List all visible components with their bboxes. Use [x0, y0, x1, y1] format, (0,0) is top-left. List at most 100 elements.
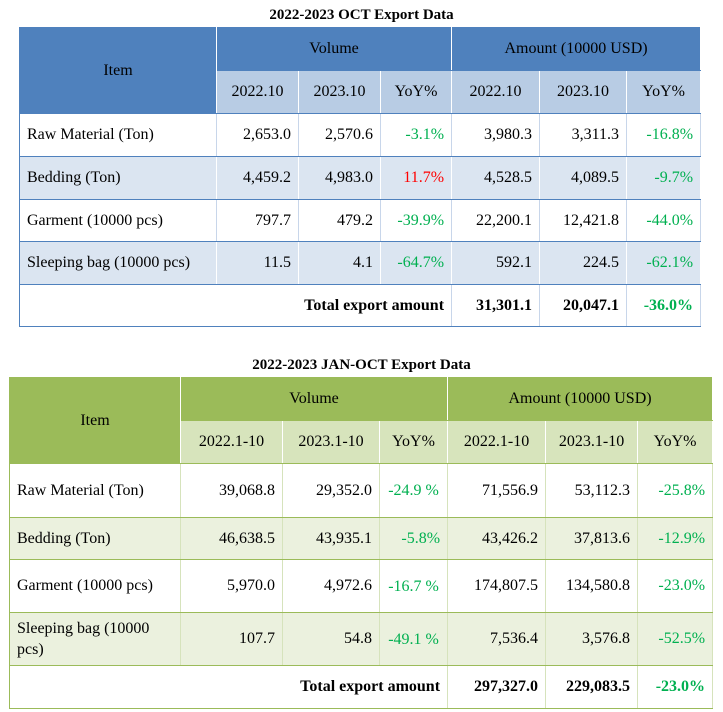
- amount-yoy-cell: -52.5%: [637, 612, 714, 666]
- item-cell: Sleeping bag (10000 pcs): [9, 612, 181, 666]
- item-cell: Garment (10000 pcs): [9, 559, 181, 613]
- volume-2023-cell: 479.2: [298, 199, 381, 242]
- volume-2023-cell: 43,935.1: [282, 517, 380, 560]
- item-header: Item: [9, 377, 181, 464]
- volume-2022-cell: 2,653.0: [216, 113, 299, 157]
- subheader-amount-2023: 2023.10: [539, 70, 628, 114]
- jan-oct-export-table: Item Volume Amount (10000 USD) 2022.1-10…: [9, 377, 714, 709]
- volume-yoy-cell: 11.7%: [380, 156, 453, 200]
- volume-2022-cell: 797.7: [216, 199, 299, 242]
- amount-yoy-cell: -12.9%: [637, 517, 714, 560]
- item-cell: Garment (10000 pcs): [19, 199, 217, 242]
- amount-header: Amount (10000 USD): [451, 27, 702, 71]
- table-row: Sleeping bag (10000 pcs) 107.7 54.8 -49.…: [9, 612, 714, 666]
- amount-2022-cell: 7,536.4: [447, 612, 547, 666]
- amount-2022-cell: 592.1: [451, 241, 541, 285]
- volume-2023-cell: 54.8: [282, 612, 380, 666]
- volume-2022-cell: 107.7: [180, 612, 283, 666]
- subheader-volume-yoy: YoY%: [379, 420, 449, 464]
- amount-2022-cell: 22,200.1: [451, 199, 541, 242]
- volume-2022-cell: 5,970.0: [180, 559, 283, 613]
- subheader-amount-2022: 2022.1-10: [447, 420, 547, 464]
- amount-2022-cell: 4,528.5: [451, 156, 541, 200]
- subheader-amount-yoy: YoY%: [637, 420, 714, 464]
- total-amount-yoy: -36.0%: [626, 284, 702, 327]
- amount-2023-cell: 53,112.3: [545, 463, 639, 518]
- volume-2022-cell: 11.5: [216, 241, 299, 285]
- subheader-volume-2022: 2022.1-10: [180, 420, 283, 464]
- subheader-volume-2023: 2023.10: [298, 70, 381, 114]
- amount-2022-cell: 174,807.5: [447, 559, 547, 613]
- subheader-amount-yoy: YoY%: [626, 70, 702, 114]
- total-amount-2022: 297,327.0: [447, 665, 547, 709]
- header-row: Item Volume Amount (10000 USD): [9, 377, 714, 464]
- volume-yoy-cell: -3.1%: [380, 113, 453, 157]
- table-row: Raw Material (Ton) 39,068.8 29,352.0 -24…: [9, 463, 714, 518]
- amount-2023-cell: 3,576.8: [545, 612, 639, 666]
- total-label: Total export amount: [9, 665, 449, 709]
- item-cell: Raw Material (Ton): [19, 113, 217, 157]
- oct-export-table: Item Volume Amount (10000 USD) 2022.10 2…: [19, 27, 702, 327]
- amount-yoy-cell: -44.0%: [626, 199, 702, 242]
- jan-oct-export-title: 2022-2023 JAN-OCT Export Data: [252, 357, 471, 373]
- amount-2022-cell: 3,980.3: [451, 113, 541, 157]
- header-row: Item Volume Amount (10000 USD): [19, 27, 702, 114]
- volume-header: Volume: [216, 27, 453, 71]
- total-label: Total export amount: [19, 284, 453, 327]
- subheader-volume-2022: 2022.10: [216, 70, 299, 114]
- volume-yoy-cell: -49.1 %: [379, 612, 449, 666]
- volume-2023-cell: 4.1: [298, 241, 381, 285]
- item-header: Item: [19, 27, 217, 114]
- total-amount-2022: 31,301.1: [451, 284, 541, 327]
- volume-yoy-cell: -24.9 %: [379, 463, 449, 518]
- volume-2022-cell: 39,068.8: [180, 463, 283, 518]
- volume-2022-cell: 46,638.5: [180, 517, 283, 560]
- volume-2023-cell: 4,972.6: [282, 559, 380, 613]
- amount-2023-cell: 224.5: [539, 241, 628, 285]
- amount-yoy-cell: -62.1%: [626, 241, 702, 285]
- total-amount-yoy: -23.0%: [637, 665, 714, 709]
- amount-header: Amount (10000 USD): [447, 377, 714, 421]
- subheader-row: 2022.10 2023.10 YoY% 2022.10 2023.10 YoY…: [19, 70, 702, 114]
- amount-2023-cell: 12,421.8: [539, 199, 628, 242]
- amount-2023-cell: 37,813.6: [545, 517, 639, 560]
- volume-header: Volume: [180, 377, 449, 421]
- subheader-volume-2023: 2023.1-10: [282, 420, 380, 464]
- total-row: Total export amount 31,301.1 20,047.1 -3…: [19, 284, 702, 327]
- volume-yoy-cell: -16.7 %: [379, 559, 449, 613]
- subheader-volume-yoy: YoY%: [380, 70, 453, 114]
- table-row: Garment (10000 pcs) 5,970.0 4,972.6 -16.…: [9, 559, 714, 613]
- amount-yoy-cell: -16.8%: [626, 113, 702, 157]
- volume-2023-cell: 2,570.6: [298, 113, 381, 157]
- total-amount-2023: 229,083.5: [545, 665, 639, 709]
- table-row: Sleeping bag (10000 pcs) 11.5 4.1 -64.7%…: [19, 241, 702, 285]
- volume-yoy-cell: -5.8%: [379, 517, 449, 560]
- subheader-amount-2023: 2023.1-10: [545, 420, 639, 464]
- volume-yoy-cell: -39.9%: [380, 199, 453, 242]
- subheader-amount-2022: 2022.10: [451, 70, 541, 114]
- amount-2023-cell: 3,311.3: [539, 113, 628, 157]
- table-row: Garment (10000 pcs) 797.7 479.2 -39.9% 2…: [19, 199, 702, 242]
- volume-2023-cell: 29,352.0: [282, 463, 380, 518]
- table-row: Bedding (Ton) 46,638.5 43,935.1 -5.8% 43…: [9, 517, 714, 560]
- volume-2022-cell: 4,459.2: [216, 156, 299, 200]
- item-cell: Raw Material (Ton): [9, 463, 181, 518]
- table-row: Bedding (Ton) 4,459.2 4,983.0 11.7% 4,52…: [19, 156, 702, 200]
- volume-yoy-cell: -64.7%: [380, 241, 453, 285]
- subheader-row: 2022.1-10 2023.1-10 YoY% 2022.1-10 2023.…: [9, 420, 714, 464]
- total-row: Total export amount 297,327.0 229,083.5 …: [9, 665, 714, 709]
- volume-2023-cell: 4,983.0: [298, 156, 381, 200]
- amount-2022-cell: 43,426.2: [447, 517, 547, 560]
- total-amount-2023: 20,047.1: [539, 284, 628, 327]
- amount-2023-cell: 134,580.8: [545, 559, 639, 613]
- table-row: Raw Material (Ton) 2,653.0 2,570.6 -3.1%…: [19, 113, 702, 157]
- amount-yoy-cell: -25.8%: [637, 463, 714, 518]
- oct-export-title: 2022-2023 OCT Export Data: [269, 7, 454, 23]
- amount-2022-cell: 71,556.9: [447, 463, 547, 518]
- item-cell: Bedding (Ton): [19, 156, 217, 200]
- amount-yoy-cell: -23.0%: [637, 559, 714, 613]
- amount-2023-cell: 4,089.5: [539, 156, 628, 200]
- item-cell: Sleeping bag (10000 pcs): [19, 241, 217, 285]
- amount-yoy-cell: -9.7%: [626, 156, 702, 200]
- item-cell: Bedding (Ton): [9, 517, 181, 560]
